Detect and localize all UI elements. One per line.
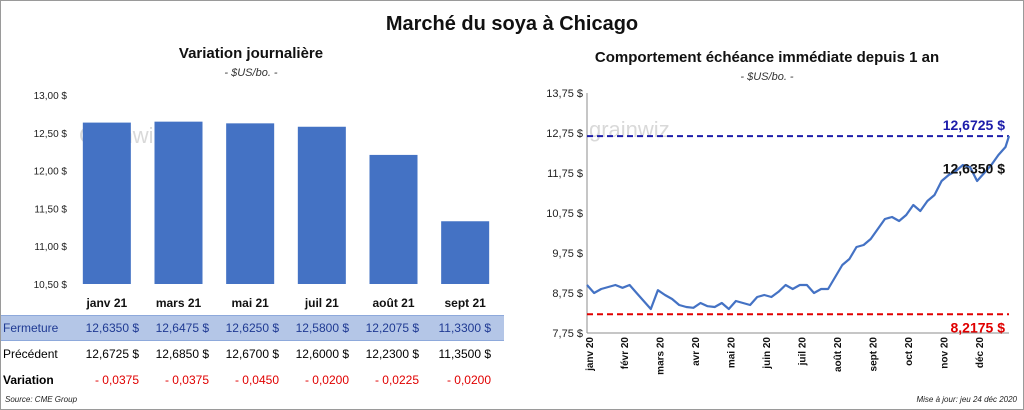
x-tick-label: nov 20 [939,337,950,369]
last-annotation: 12,6350 $ [943,161,1005,177]
x-tick-label: oct 20 [904,337,915,366]
left-panel-title: Variation journalière [178,45,324,62]
table-cell: - 0,0450 [234,373,279,387]
row-label: Fermeture [3,321,59,335]
y-tick-label: 13,00 $ [34,91,68,102]
table-cell: 12,6350 $ [85,321,139,335]
x-tick-label: janv 20 [585,337,596,372]
table-cell: 12,6700 $ [225,347,279,361]
right-panel-subtitle: - $US/bo. - [740,71,794,83]
y-tick-label: 11,75 $ [547,168,583,180]
x-tick-label: déc 20 [975,337,986,369]
table-row-fermeture: Fermeture 12,6350 $ 12,6475 $ 12,6250 $ … [1,315,504,341]
x-tick-label: mars 21 [156,296,202,310]
y-tick-label: 7,75 $ [552,328,583,340]
table-cell: 12,2075 $ [365,321,419,335]
bar [82,122,131,285]
x-tick-label: avr 20 [691,337,702,366]
table-cell: - 0,0225 [374,373,419,387]
y-tick-label: 12,50 $ [34,129,68,140]
x-tick-label: juin 20 [762,337,773,370]
source-note: Source: CME Group [5,395,78,404]
right-panel-title: Comportement échéance immédiate depuis 1… [594,49,940,66]
table-cell: 12,6475 $ [155,321,209,335]
row-label: Variation [3,373,54,387]
y-tick-label: 10,50 $ [34,280,68,291]
table-cell: - 0,0375 [164,373,209,387]
bar [441,221,490,284]
x-tick-label: août 21 [372,296,414,310]
table-cell: 12,6725 $ [85,347,139,361]
watermark: grainwiz [589,117,670,142]
table-cell: 12,2300 $ [365,347,419,361]
bar [154,121,203,284]
y-tick-label: 12,75 $ [546,128,583,140]
table-cell: - 0,0200 [304,373,349,387]
bar-chart: Grainwiz10,50 $11,00 $11,50 $12,00 $12,5… [34,91,490,310]
x-tick-label: sept 20 [868,337,879,372]
y-tick-label: 8,75 $ [552,288,583,300]
x-tick-label: juil 21 [304,296,339,310]
update-note: Mise à jour: jeu 24 déc 2020 [916,395,1017,404]
y-tick-label: 9,75 $ [552,248,583,260]
row-label: Précédent [3,347,58,361]
table-row-precedent: Précédent 12,6725 $ 12,6850 $ 12,6700 $ … [1,342,504,366]
series-line [586,135,1011,311]
page-title: Marché du soya à Chicago [385,13,639,35]
bar [297,126,346,284]
y-tick-label: 11,50 $ [34,204,67,215]
x-tick-label: janv 21 [85,296,127,310]
table-cell: 12,6850 $ [155,347,209,361]
low-annotation: 8,2175 $ [951,319,1006,335]
x-tick-label: sept 21 [444,296,486,310]
y-tick-label: 10,75 $ [546,208,583,220]
table-cell: 12,6000 $ [295,347,349,361]
x-tick-label: mai 21 [231,296,269,310]
bar [226,123,275,284]
table-cell: - 0,0200 [446,373,491,387]
y-tick-label: 13,75 $ [546,88,583,100]
table-row-variation: Variation - 0,0375 - 0,0375 - 0,0450 - 0… [1,368,504,392]
y-tick-label: 12,00 $ [34,167,68,178]
table-cell: 11,3500 $ [438,347,492,361]
table-cell: 12,5800 $ [295,321,349,335]
table-cell: 12,6250 $ [225,321,279,335]
x-tick-label: août 20 [833,337,844,372]
high-annotation: 12,6725 $ [943,117,1005,133]
bar [369,154,418,284]
x-tick-label: mai 20 [727,337,738,369]
table-cell: 11,3300 $ [438,321,492,335]
x-tick-label: mars 20 [656,337,667,375]
table-cell: - 0,0375 [94,373,139,387]
left-panel-subtitle: - $US/bo. - [224,67,278,79]
y-tick-label: 11,00 $ [34,242,67,253]
x-tick-label: févr 20 [620,337,631,370]
x-tick-label: juil 20 [798,337,809,367]
